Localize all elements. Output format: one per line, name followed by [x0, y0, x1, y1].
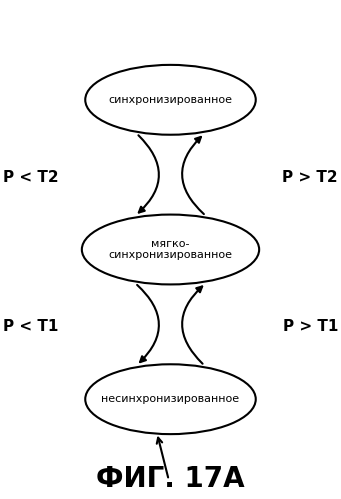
Text: P < T2: P < T2: [3, 170, 59, 185]
FancyArrowPatch shape: [182, 286, 203, 364]
FancyArrowPatch shape: [138, 135, 159, 213]
Text: синхронизированное: синхронизированное: [108, 95, 233, 105]
Text: мягко-
синхронизированное: мягко- синхронизированное: [108, 239, 233, 260]
FancyArrowPatch shape: [137, 285, 159, 362]
Text: P < T1: P < T1: [3, 319, 58, 334]
Text: ФИГ. 17А: ФИГ. 17А: [96, 465, 245, 493]
Text: несинхронизированное: несинхронизированное: [101, 394, 240, 404]
Text: P > T2: P > T2: [282, 170, 338, 185]
FancyArrowPatch shape: [182, 137, 204, 214]
Text: P > T1: P > T1: [283, 319, 338, 334]
